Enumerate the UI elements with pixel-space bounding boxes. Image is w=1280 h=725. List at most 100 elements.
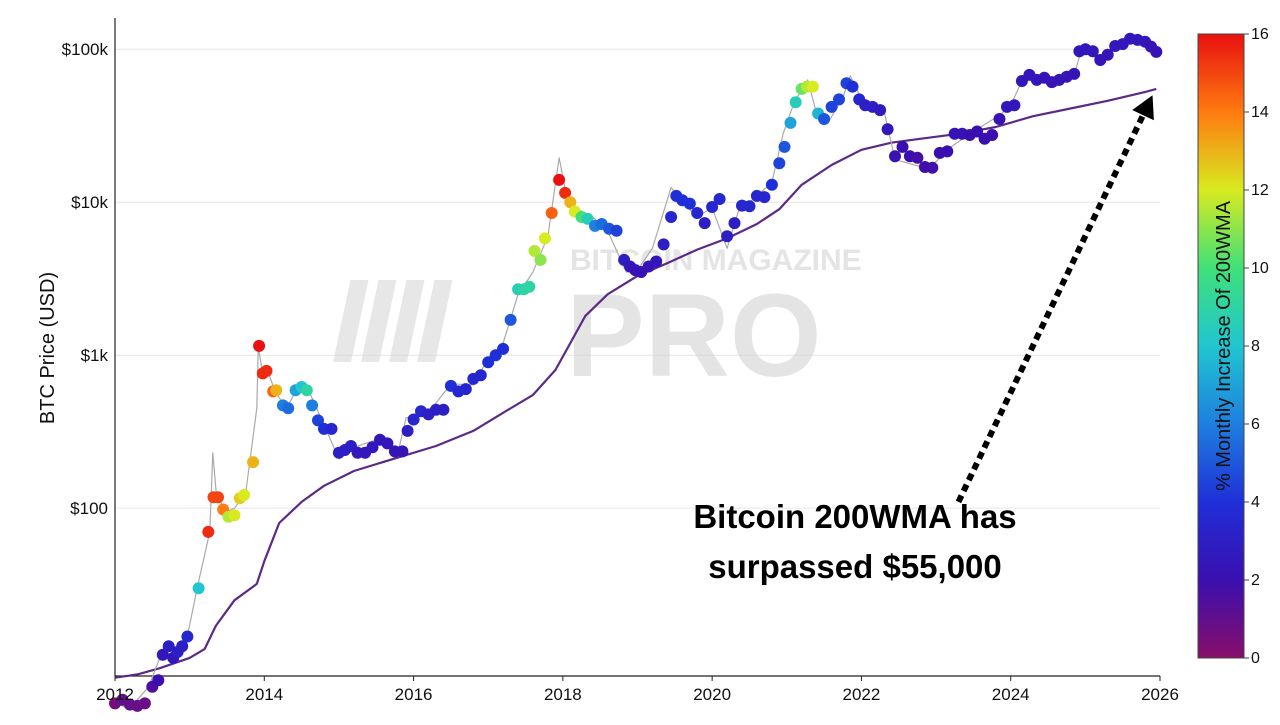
- y-tick-label: $100: [70, 499, 108, 518]
- price-marker: [247, 456, 260, 469]
- price-marker: [846, 80, 859, 93]
- price-marker: [260, 364, 273, 377]
- price-marker: [325, 422, 338, 435]
- price-marker: [889, 150, 901, 163]
- price-marker: [1150, 45, 1163, 58]
- gridlines: [115, 48, 1160, 509]
- price-marker: [691, 207, 704, 219]
- y-tick-label: $1k: [81, 346, 109, 365]
- price-marker: [538, 232, 551, 245]
- price-marker: [1008, 99, 1021, 112]
- x-tick-label: 2014: [245, 685, 283, 704]
- price-marker: [202, 525, 215, 538]
- price-marker: [986, 129, 999, 141]
- price-marker: [874, 104, 887, 117]
- price-marker: [212, 491, 224, 504]
- series-markers: [109, 32, 1163, 712]
- price-marker: [306, 399, 319, 412]
- price-marker: [253, 339, 266, 352]
- price-marker: [706, 201, 719, 213]
- price-marker: [993, 113, 1006, 125]
- y-axis-title: BTC Price (USD): [37, 272, 59, 424]
- annotation-arrow-head: [1132, 95, 1154, 121]
- annotation-arrow-shaft: [955, 113, 1146, 504]
- price-marker: [523, 280, 536, 293]
- colorbar-tick-label: 14: [1251, 104, 1269, 121]
- price-marker: [806, 80, 819, 93]
- price-marker: [881, 123, 894, 136]
- price-marker: [743, 200, 756, 213]
- price-marker: [1086, 45, 1099, 58]
- price-marker: [818, 113, 831, 125]
- colorbar-gradient: [1197, 33, 1245, 659]
- price-marker: [138, 697, 151, 710]
- x-tick-label: 2024: [992, 685, 1030, 704]
- x-tick-label: 2018: [544, 685, 582, 704]
- annotation: [955, 95, 1154, 504]
- price-marker: [698, 217, 711, 230]
- colorbar-tick-label: 12: [1251, 182, 1269, 199]
- colorbar-tick-label: 6: [1251, 416, 1260, 433]
- y-tick-label: $10k: [71, 193, 108, 212]
- x-tick-label: 2016: [395, 685, 433, 704]
- colorbar-tick-label: 16: [1251, 26, 1269, 43]
- price-marker: [459, 383, 472, 396]
- annotation-line-2: surpassed $55,000: [708, 548, 1002, 585]
- watermark-main-text: PRO: [566, 270, 822, 402]
- price-marker: [778, 140, 791, 153]
- price-marker: [504, 313, 517, 326]
- price-marker: [825, 100, 838, 113]
- price-marker: [162, 640, 175, 653]
- price-marker: [238, 489, 251, 501]
- price-marker: [181, 630, 194, 643]
- price-marker: [270, 384, 283, 397]
- price-marker: [773, 157, 786, 170]
- price-marker: [765, 178, 778, 191]
- annotation-line-1: Bitcoin 200WMA has: [693, 498, 1016, 535]
- x-tick-label: 2012: [96, 685, 134, 704]
- price-marker: [713, 193, 726, 205]
- price-marker: [381, 437, 394, 450]
- price-marker: [474, 369, 487, 382]
- price-marker: [784, 116, 797, 129]
- x-tick-label: 2026: [1141, 685, 1179, 704]
- colorbar-tick-label: 0: [1251, 650, 1260, 667]
- price-marker: [789, 96, 802, 109]
- price-marker: [545, 207, 558, 219]
- price-marker: [564, 196, 577, 209]
- price-marker: [1068, 67, 1081, 80]
- price-marker: [534, 253, 547, 266]
- price-marker: [300, 384, 313, 397]
- price-marker: [528, 245, 541, 257]
- price-marker: [192, 582, 205, 595]
- price-marker: [683, 197, 696, 210]
- price-marker: [396, 445, 409, 458]
- price-marker: [610, 224, 623, 237]
- price-marker: [497, 342, 510, 355]
- colorbar-tick-label: 8: [1251, 338, 1260, 355]
- colorbar-tick-label: 10: [1251, 260, 1269, 277]
- price-marker: [896, 140, 909, 153]
- x-tick-label: 2022: [843, 685, 881, 704]
- price-marker: [401, 424, 414, 437]
- colorbar-tick-label: 4: [1251, 494, 1260, 511]
- series-200wma-line: [114, 87, 1157, 679]
- price-marker: [407, 413, 420, 426]
- price-marker: [228, 509, 241, 522]
- price-marker: [657, 238, 670, 251]
- price-marker: [553, 173, 566, 186]
- price-marker: [833, 93, 845, 106]
- watermark-logo: BITCOIN MAGAZINE PRO: [333, 244, 862, 402]
- price-marker: [437, 403, 450, 416]
- colorbar: 0 2 4 6 8 10 12 14 16: [1197, 26, 1269, 667]
- price-marker: [312, 414, 324, 427]
- price-marker: [156, 648, 169, 661]
- price-marker: [482, 356, 495, 369]
- tick-labels: $100 $1k $10k $100k 2012 2014 2016 2018 2020 2022…: [62, 40, 1179, 704]
- axes: [114, 18, 1161, 681]
- price-marker: [665, 211, 678, 223]
- price-marker: [650, 255, 663, 268]
- price-marker: [559, 186, 572, 199]
